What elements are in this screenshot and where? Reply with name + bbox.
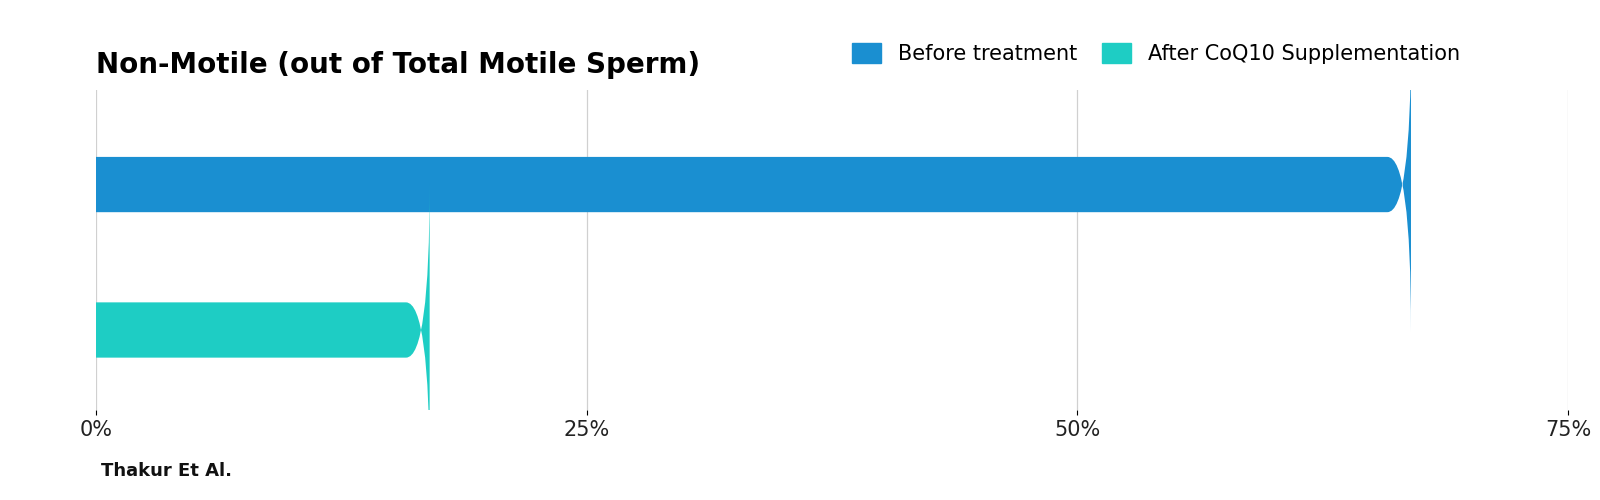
Legend: Before treatment, After CoQ10 Supplementation: Before treatment, After CoQ10 Supplement… — [851, 43, 1459, 64]
Text: Thakur Et Al.: Thakur Et Al. — [101, 462, 232, 480]
Text: Non-Motile (out of Total Motile Sperm): Non-Motile (out of Total Motile Sperm) — [96, 52, 701, 80]
FancyBboxPatch shape — [72, 183, 430, 477]
FancyBboxPatch shape — [72, 38, 1411, 332]
